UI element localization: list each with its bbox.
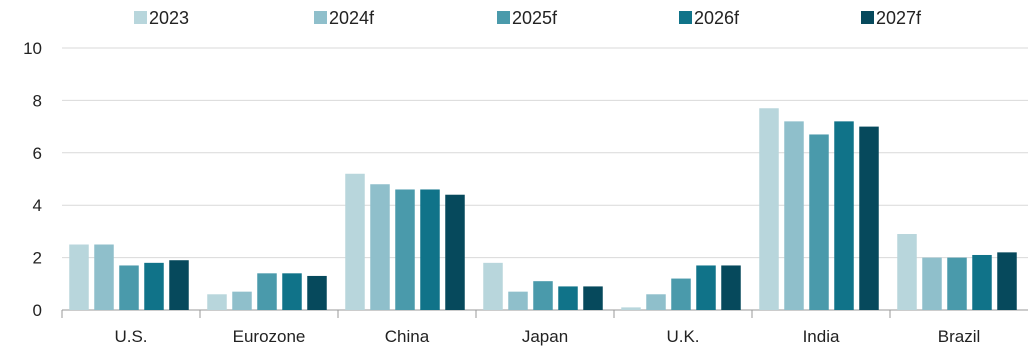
bar-2027f-Eurozone — [307, 275, 327, 310]
legend-label: 2023 — [149, 8, 189, 28]
bar-2027f-Brazil — [997, 252, 1017, 310]
bar-2024f-Japan — [508, 291, 528, 310]
bar-2027f-China — [445, 194, 465, 310]
bar-2024f-U.K. — [646, 294, 666, 310]
bar-2023-China — [345, 173, 365, 310]
legend-label: 2024f — [329, 8, 375, 28]
y-tick-label: 4 — [33, 196, 42, 215]
bar-2027f-Japan — [583, 286, 603, 310]
chart-legend: 2023 2024f 2025f 2026f 2027f — [134, 8, 922, 28]
y-tick-label: 10 — [23, 39, 42, 58]
legend-label: 2027f — [876, 8, 922, 28]
bar-2025f-India — [809, 134, 829, 310]
legend-label: 2026f — [694, 8, 740, 28]
bar-2024f-Eurozone — [232, 291, 252, 310]
bar-2025f-Brazil — [947, 257, 967, 310]
gridlines — [62, 47, 1028, 311]
x-tick-label: Japan — [522, 327, 568, 346]
bar-2025f-Japan — [533, 281, 553, 310]
bar-2024f-India — [784, 121, 804, 310]
y-tick-label: 6 — [33, 144, 42, 163]
bar-2025f-Eurozone — [257, 273, 277, 310]
bar-2024f-China — [370, 184, 390, 310]
bar-2023-U.K. — [621, 307, 641, 310]
bar-2026f-China — [420, 189, 440, 310]
bar-2026f-U.S. — [144, 262, 164, 310]
bar-2025f-China — [395, 189, 415, 310]
bar-2024f-Brazil — [922, 257, 942, 310]
x-tick-label: Eurozone — [233, 327, 306, 346]
bar-2024f-U.S. — [94, 244, 114, 310]
y-tick-label: 8 — [33, 91, 42, 110]
bar-2023-U.S. — [69, 244, 89, 310]
y-axis-ticks: 0 2 4 6 8 10 — [23, 39, 42, 320]
legend-swatch-2023 — [134, 11, 147, 24]
legend-swatch-2027f — [861, 11, 874, 24]
bar-2023-Japan — [483, 262, 503, 310]
x-tick-label: India — [803, 327, 840, 346]
x-tick-label: U.S. — [114, 327, 147, 346]
legend-swatch-2025f — [497, 11, 510, 24]
x-tick-label: China — [385, 327, 430, 346]
bar-2026f-Brazil — [972, 254, 992, 310]
x-axis: U.S. Eurozone China Japan U.K. India Brazil — [61, 310, 981, 346]
bar-2023-India — [759, 108, 779, 310]
bar-2026f-Eurozone — [282, 273, 302, 310]
bars — [69, 108, 1017, 310]
legend-swatch-2026f — [679, 11, 692, 24]
bar-2026f-India — [834, 121, 854, 310]
x-tick-label: Brazil — [938, 327, 981, 346]
y-tick-label: 0 — [33, 301, 42, 320]
bar-2025f-U.S. — [119, 265, 139, 310]
bar-2026f-Japan — [558, 286, 578, 310]
bar-2023-Brazil — [897, 234, 917, 310]
legend-label: 2025f — [512, 8, 558, 28]
bar-2027f-U.S. — [169, 260, 189, 310]
bar-2027f-India — [859, 126, 879, 310]
bar-2026f-U.K. — [696, 265, 716, 310]
bar-2027f-U.K. — [721, 265, 741, 310]
bar-2023-Eurozone — [207, 294, 227, 310]
x-tick-label: U.K. — [666, 327, 699, 346]
y-tick-label: 2 — [33, 249, 42, 268]
bar-2025f-U.K. — [671, 278, 691, 310]
legend-swatch-2024f — [314, 11, 327, 24]
